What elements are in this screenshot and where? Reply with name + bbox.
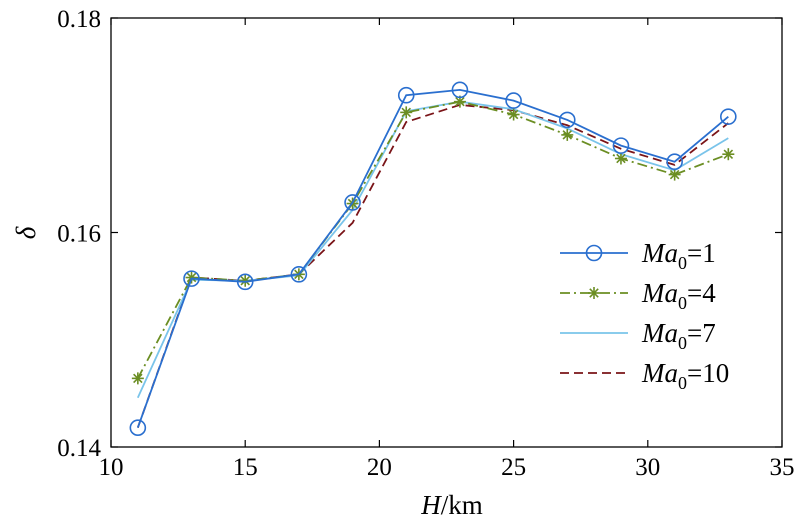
marker-circle — [720, 108, 737, 125]
marker-circle — [558, 111, 576, 129]
marker-asterisk — [561, 128, 574, 141]
marker-stroke — [589, 288, 599, 298]
x-axis-label-var: H — [420, 490, 442, 520]
marker-circle — [612, 137, 630, 154]
marker-stroke — [723, 149, 734, 159]
marker-stroke — [401, 107, 412, 118]
series-line — [136, 103, 729, 429]
legend-item: Ma0=7 — [560, 318, 716, 353]
axes: 10 15 20 25 30 35 0.14 0.16 0.18 — [57, 6, 794, 481]
marker-stroke — [562, 130, 573, 140]
series-line — [137, 100, 729, 379]
marker-circle — [451, 81, 469, 99]
x-tick-label: 25 — [501, 454, 526, 481]
legend-label-value: =1 — [687, 238, 716, 268]
x-tick-label: 10 — [99, 454, 124, 481]
marker-stroke — [240, 275, 250, 286]
marker-circle — [290, 266, 308, 283]
legend-item: Ma0=1 — [560, 238, 716, 273]
y-tick-label: 0.16 — [57, 221, 101, 248]
series-line — [136, 100, 729, 399]
legend-label-base: Ma — [641, 238, 678, 268]
marker-stroke — [186, 272, 197, 283]
marker-circle — [666, 153, 683, 171]
legend-label-value: =10 — [687, 358, 729, 388]
marker-circle — [129, 419, 147, 436]
x-axis-label-unit: /km — [441, 490, 483, 520]
marker-asterisk — [131, 372, 144, 385]
legend-label-sub: 0 — [678, 373, 687, 393]
marker-circle — [505, 92, 522, 109]
plot-area — [129, 81, 737, 436]
series-line — [136, 88, 729, 429]
legend-label-base: Ma — [641, 318, 678, 348]
marker-asterisk — [400, 106, 413, 119]
marker-stroke — [133, 373, 143, 384]
legend-label: Ma0=10 — [641, 358, 729, 393]
marker-stroke — [669, 169, 680, 180]
legend-item: Ma0=4 — [560, 278, 716, 313]
marker-asterisk — [668, 168, 681, 181]
marker-asterisk — [185, 271, 198, 284]
legend-label-base: Ma — [641, 278, 678, 308]
x-tick-label: 30 — [635, 454, 660, 481]
legend-label-value: =7 — [687, 318, 716, 348]
x-tick-label: 15 — [233, 454, 258, 481]
y-axis-label: δ — [11, 226, 41, 239]
marker-circle — [236, 273, 254, 291]
y-tick-label: 0.18 — [57, 6, 101, 33]
marker-asterisk — [614, 152, 627, 165]
x-tick-label: 20 — [367, 454, 392, 481]
marker-circle — [585, 244, 603, 262]
x-tick-label: 35 — [770, 454, 795, 481]
marker-asterisk — [588, 287, 600, 299]
marker-circle — [183, 270, 200, 287]
series-ma0-10 — [136, 103, 729, 429]
marker-stroke — [455, 96, 465, 107]
legend-label: Ma0=1 — [641, 238, 716, 273]
marker-circle — [344, 194, 361, 211]
legend-label-sub: 0 — [678, 293, 687, 313]
marker-asterisk — [722, 148, 735, 161]
legend-label-base: Ma — [641, 358, 678, 388]
marker-asterisk — [507, 108, 520, 121]
legend-label-sub: 0 — [678, 253, 687, 273]
axis-labels: H/km δ — [11, 226, 483, 520]
legend-item: Ma0=10 — [560, 358, 729, 393]
legend-label: Ma0=4 — [641, 278, 716, 313]
marker-circle — [397, 86, 415, 104]
marker-stroke — [616, 153, 626, 164]
y-tick-label: 0.14 — [57, 435, 101, 462]
legend-label-value: =4 — [687, 278, 716, 308]
legend-label-sub: 0 — [678, 333, 687, 353]
x-axis-label: H/km — [420, 490, 483, 520]
legend-label: Ma0=7 — [641, 318, 716, 353]
series-ma0-7 — [136, 100, 729, 399]
marker-stroke — [508, 109, 519, 120]
series-ma0-1 — [129, 81, 737, 436]
